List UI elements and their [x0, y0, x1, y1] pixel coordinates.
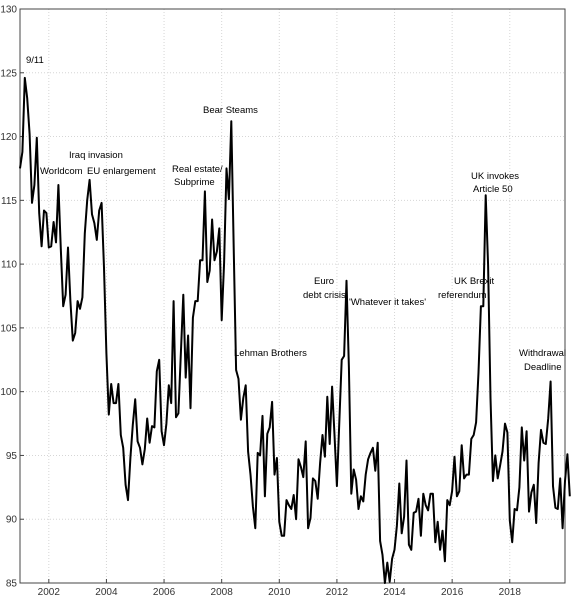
- annotation-withdrawal: Withdrawal: [519, 348, 566, 359]
- annotation-uk-invokes: UK invokes: [471, 171, 519, 182]
- annotation-deadline: Deadline: [524, 362, 562, 373]
- x-tick-label: 2012: [326, 587, 349, 598]
- annotation-iraq-invasion: Iraq invasion: [69, 150, 123, 161]
- annotation-debt-crisis: debt crisis: [303, 290, 346, 301]
- x-tick-label: 2014: [383, 587, 406, 598]
- annotation-article-50: Article 50: [473, 184, 513, 195]
- x-tick-label: 2018: [499, 587, 522, 598]
- y-tick-label: 85: [6, 579, 18, 590]
- x-tick-label: 2008: [211, 587, 234, 598]
- annotations: 9/11 Worldcom Iraq invasion EU enlargeme…: [26, 55, 566, 373]
- series-line: [19, 76, 571, 584]
- x-tick-label: 2006: [153, 587, 176, 598]
- y-tick-label: 120: [0, 132, 17, 143]
- plot-frame: [19, 8, 566, 584]
- x-tick-label: 2002: [38, 587, 61, 598]
- annotation-whatever-it-takes: 'Whatever it takes': [349, 297, 426, 308]
- y-tick-label: 105: [0, 323, 17, 334]
- y-tick-label: 90: [6, 515, 18, 526]
- axis-ticks: 2002 2004 2006 2008 2010 2012 2014 2016 2018 85 90…: [0, 5, 521, 599]
- annotation-worldcom: Worldcom: [40, 166, 83, 177]
- annotation-euro: Euro: [314, 276, 334, 287]
- x-tick-label: 2016: [441, 587, 464, 598]
- y-tick-label: 110: [1, 260, 17, 271]
- y-tick-label: 115: [1, 196, 17, 207]
- annotation-lehman-brothers: Lehman Brothers: [234, 348, 307, 359]
- y-tick-label: 100: [0, 387, 17, 398]
- annotation-eu-enlargement: EU enlargement: [87, 166, 156, 177]
- annotation-subprime: Subprime: [174, 177, 215, 188]
- annotation-bear-steams: Bear Steams: [203, 105, 258, 116]
- x-tick-label: 2004: [95, 587, 118, 598]
- y-tick-label: 125: [0, 68, 17, 79]
- annotation-911: 9/11: [26, 55, 44, 66]
- y-tick-label: 130: [0, 5, 17, 16]
- y-tick-label: 95: [6, 451, 18, 462]
- annotation-real-estate: Real estate/: [172, 164, 223, 175]
- annotation-uk-brexit: UK Brexit: [454, 276, 494, 287]
- x-tick-label: 2010: [268, 587, 291, 598]
- annotation-referendum: referendum: [438, 290, 487, 301]
